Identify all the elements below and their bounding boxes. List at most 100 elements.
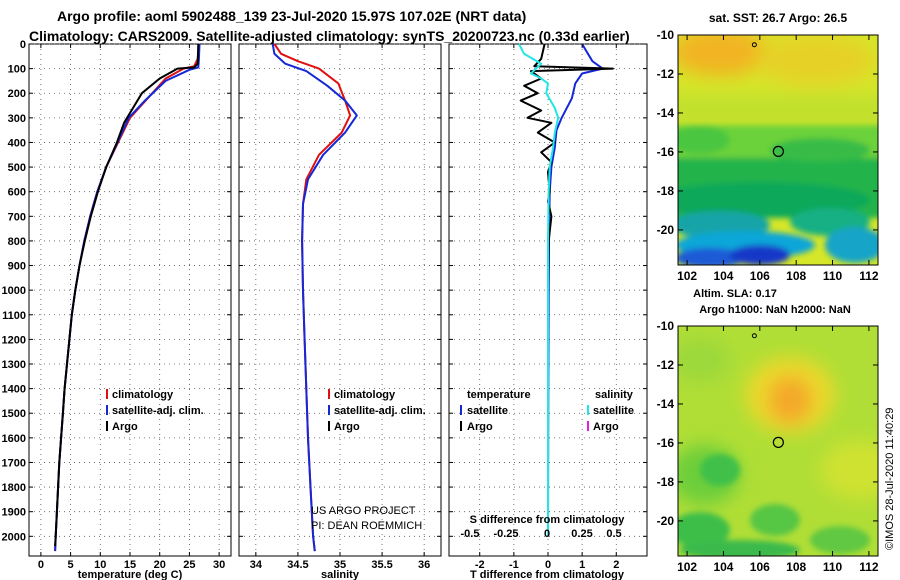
x-tick-label: 104 xyxy=(713,560,733,574)
x-tick-label: 34.5 xyxy=(287,559,308,571)
x-tick-label: 30 xyxy=(213,559,225,571)
y-tick-label: 600 xyxy=(8,187,26,199)
y-tick-label: 1000 xyxy=(2,285,26,297)
y-tick-label: 1300 xyxy=(2,359,26,371)
x2-tick-label: 0.5 xyxy=(606,528,621,540)
small-marker xyxy=(751,42,757,48)
legend-label: satellite xyxy=(593,405,634,417)
y-tick-label: -10 xyxy=(657,319,675,333)
legend-label: climatology xyxy=(334,389,396,401)
y-tick-label: 400 xyxy=(8,137,26,149)
series-group xyxy=(518,43,614,537)
series-line-climatology xyxy=(273,43,352,552)
legend-title-salinity: salinity xyxy=(595,389,634,401)
temperature-xlabel: temperature (deg C) xyxy=(78,569,183,580)
x-tick-label: 110 xyxy=(823,269,843,283)
y-tick-label: -16 xyxy=(657,145,675,159)
project-annotation: US ARGO PROJECT xyxy=(311,505,416,517)
x-tick-label: 20 xyxy=(154,559,166,571)
sst-map xyxy=(678,35,878,265)
x-tick-label: 104 xyxy=(713,269,733,283)
sst-map-frame xyxy=(677,34,879,266)
legend-label: satellite-adj. clim. xyxy=(334,405,426,417)
series-layer xyxy=(54,43,614,552)
salinity-xlabel: salinity xyxy=(321,569,360,580)
x-tick-label: -2 xyxy=(475,559,485,571)
difference-x2label: S difference from climatology xyxy=(470,514,626,526)
x-tick-label: 25 xyxy=(183,559,195,571)
difference-xlabel: T difference from climatology xyxy=(470,569,625,580)
x-tick-label: 112 xyxy=(859,560,879,574)
series-line-argo xyxy=(54,43,200,547)
grid-layer xyxy=(29,43,647,556)
sst-map-axes: 102 104 106 108 110 112 -10 -12 -14 -16 -18 -20 xyxy=(657,28,879,283)
x-tick-label: 102 xyxy=(677,560,697,574)
series-group xyxy=(271,43,358,552)
y-tick-label: 200 xyxy=(8,88,26,100)
x-tick-label: 108 xyxy=(786,560,806,574)
y-tick-label: 100 xyxy=(8,64,26,76)
y-tick-label: -18 xyxy=(657,475,675,489)
y-tick-label: -20 xyxy=(657,514,675,528)
y-tick-label: -10 xyxy=(657,28,675,42)
y-tick-label: 700 xyxy=(8,211,26,223)
y-tick-label: 1400 xyxy=(2,384,26,396)
temperature-legend: climatology satellite-adj. clim. Argo xyxy=(106,389,204,433)
difference-legend: temperature salinity satellite Argo sate… xyxy=(460,389,634,433)
y-tick-label: 1900 xyxy=(2,507,26,519)
x-tick-label: 15 xyxy=(124,559,136,571)
x-tick-label: 106 xyxy=(750,560,770,574)
sla-map-title: Altim. SLA: 0.17 xyxy=(693,288,777,300)
x2-tick-label: -0.25 xyxy=(493,528,518,540)
x-tick-label: 0 xyxy=(38,559,44,571)
y-tick-label: -14 xyxy=(657,106,675,120)
x-tick-label: 36 xyxy=(418,559,430,571)
legend-label: climatology xyxy=(112,389,174,401)
y-tick-label: -14 xyxy=(657,397,675,411)
x-tick-label: 106 xyxy=(750,269,770,283)
y-tick-label: 500 xyxy=(8,162,26,174)
sla-map-subtitle: Argo h1000: NaN h2000: NaN xyxy=(699,304,851,316)
argo-position-marker xyxy=(772,145,784,157)
pi-annotation: PI: DEAN ROEMMICH xyxy=(311,520,422,532)
footer-stamp: ©IMOS 28-Jul-2020 11:40:29 xyxy=(884,408,896,550)
y-tick-label: -16 xyxy=(657,436,675,450)
series-line-s-satellite xyxy=(518,43,560,537)
depth-tick-labels: 0 100 200 300 400 500 600 700 800 900 1000 1100 1200… xyxy=(2,39,26,543)
legend-label: Argo xyxy=(334,421,360,433)
y-tick-label: -12 xyxy=(657,67,675,81)
legend-label: Argo xyxy=(467,421,493,433)
x-tick-label: 10 xyxy=(94,559,106,571)
series-line-satellite-adj-clim- xyxy=(54,43,201,552)
sst-map-title: sat. SST: 26.7 Argo: 26.5 xyxy=(709,11,848,25)
sla-map xyxy=(678,326,878,556)
y-tick-label: -20 xyxy=(657,223,675,237)
series-group xyxy=(54,43,201,552)
x-tick-label: 34 xyxy=(250,559,263,571)
x-tick-label: 35 xyxy=(334,559,346,571)
salinity-legend: climatology satellite-adj. clim. Argo US… xyxy=(311,389,426,532)
x-tick-label: 108 xyxy=(786,269,806,283)
x-tick-label: 112 xyxy=(859,269,879,283)
y-tick-label: -18 xyxy=(657,184,675,198)
y-tick-label: 1800 xyxy=(2,482,26,494)
sla-map-frame xyxy=(677,325,879,557)
x2-tick-label: 0 xyxy=(544,528,550,540)
y-tick-label: 800 xyxy=(8,236,26,248)
y-tick-label: 1100 xyxy=(2,310,26,322)
axes-layer: 0 5 10 15 20 25 30 34 34.5 35 35.5 36 -2 -1 0 1 2 -0.5 -0.… xyxy=(29,43,647,571)
x-tick-label: 0 xyxy=(545,559,551,571)
y-tick-label: 0 xyxy=(20,39,26,51)
y-tick-label: 1700 xyxy=(2,457,26,469)
legend-label: Argo xyxy=(112,421,138,433)
y-tick-label: 900 xyxy=(8,261,26,273)
x2-tick-label: 0.25 xyxy=(571,528,592,540)
legend-label: satellite xyxy=(467,405,508,417)
y-tick-label: 1500 xyxy=(2,408,26,420)
x-tick-label: 35.5 xyxy=(371,559,392,571)
series-line-satellite-adj-clim- xyxy=(271,43,358,552)
y-tick-label: -12 xyxy=(657,358,675,372)
x-tick-label: 110 xyxy=(823,560,843,574)
y-tick-label: 300 xyxy=(8,113,26,125)
